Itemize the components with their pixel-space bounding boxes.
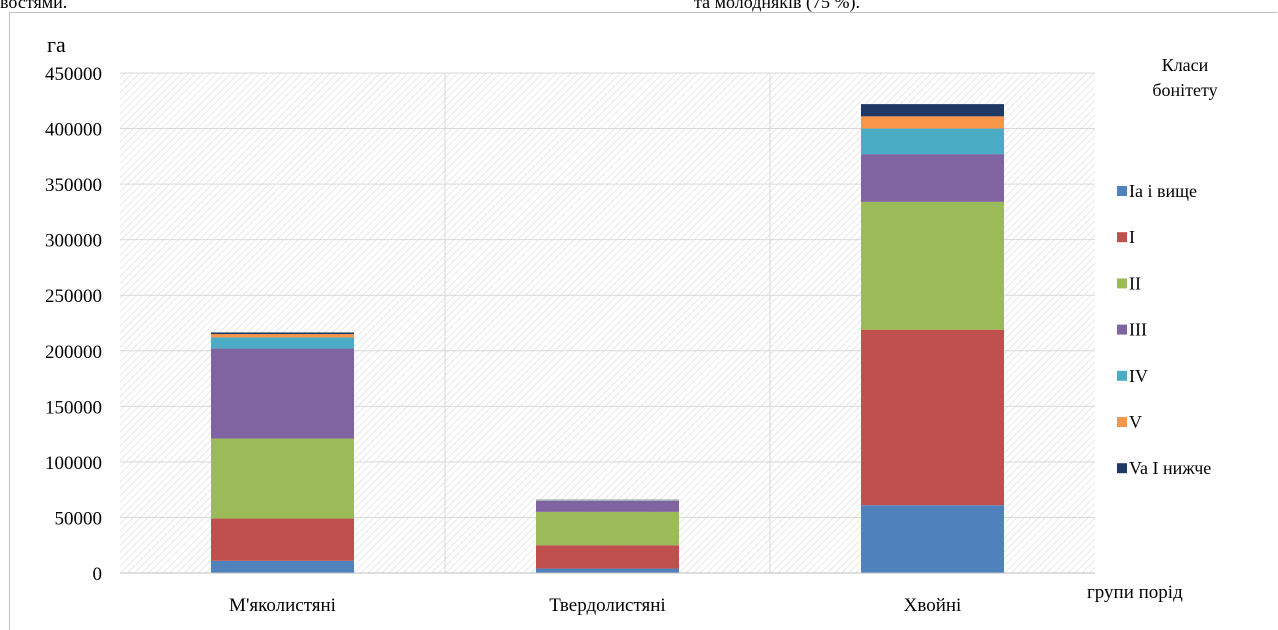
bar-segment — [211, 518, 354, 561]
chart-frame — [9, 12, 1277, 630]
y-tick-label: 300000 — [45, 231, 102, 252]
axes: 0 50000 100000 150000 200000 250000 300000 3500… — [45, 64, 1095, 616]
bar-segment — [861, 329, 1004, 506]
bar-segment — [861, 128, 1004, 155]
legend-item-label: Ia і вище — [1129, 181, 1197, 201]
x-tick-label: Хвойні — [904, 595, 962, 616]
legend-title-line-2: бонітету — [1152, 80, 1217, 100]
bar-segment — [536, 500, 679, 512]
y-tick-label: 250000 — [45, 286, 102, 307]
bar-segment — [211, 332, 354, 335]
legend-item-label: Va І нижче — [1129, 458, 1211, 478]
legend-swatch — [1117, 324, 1127, 335]
legend-swatch — [1117, 463, 1127, 474]
legend-item-label: IV — [1129, 366, 1148, 386]
bar-segment — [861, 104, 1004, 117]
x-axis-label: групи порід — [1087, 582, 1183, 603]
y-tick-label: 450000 — [45, 64, 102, 85]
legend-item-label: V — [1129, 412, 1142, 432]
legend-item-label: II — [1129, 273, 1141, 293]
bar-segment — [211, 438, 354, 519]
x-tick-label: М'яколистяні — [229, 595, 336, 616]
bar-segment — [211, 348, 354, 439]
bar-segment — [536, 500, 679, 501]
bar-segment — [536, 545, 679, 569]
bar-segment — [211, 334, 354, 338]
legend-swatch — [1117, 186, 1127, 196]
y-axis-label: га — [47, 32, 66, 57]
bar-segment — [536, 511, 679, 546]
legend-swatch — [1117, 417, 1127, 427]
y-tick-label: 0 — [93, 564, 103, 585]
caption-fragment-left: востями. — [0, 0, 68, 12]
y-tick-label: 350000 — [45, 175, 102, 196]
bar-segment — [211, 337, 354, 349]
legend-title-line-1: Класи — [1162, 55, 1209, 75]
y-tick-label: 150000 — [45, 397, 102, 418]
bar-segment — [861, 154, 1004, 202]
bar-segment — [211, 560, 354, 573]
caption-fragment-right: та молодняків (75 %). — [694, 0, 860, 12]
bar-segment — [861, 201, 1004, 330]
legend-item-label: I — [1129, 227, 1135, 247]
bars — [211, 104, 1004, 573]
bar-segment — [861, 116, 1004, 129]
y-tick-label: 200000 — [45, 342, 102, 363]
legend-swatch — [1117, 232, 1127, 243]
y-tick-label: 50000 — [55, 508, 103, 529]
legend-swatch — [1117, 278, 1127, 289]
legend-item-label: III — [1129, 320, 1147, 340]
y-tick-label: 100000 — [45, 453, 102, 474]
legend-swatch — [1117, 370, 1127, 381]
y-tick-label: 400000 — [45, 120, 102, 141]
x-tick-label: Твердолистяні — [549, 595, 665, 616]
bar-segment — [861, 505, 1004, 573]
bar-segment — [536, 568, 679, 573]
